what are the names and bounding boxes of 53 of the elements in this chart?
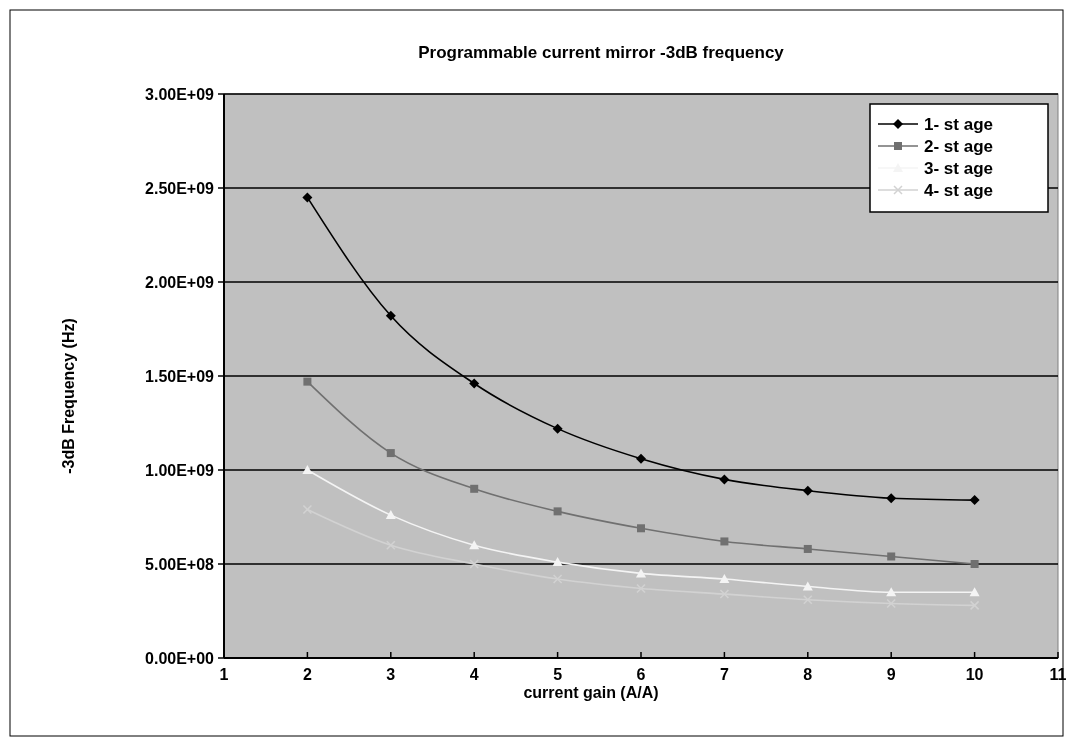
point [719, 474, 730, 485]
x-tick-label: 3 [386, 666, 396, 683]
legend-label: 1- st age [924, 115, 993, 134]
legend-label: 3- st age [924, 159, 993, 178]
point [552, 557, 563, 567]
chart-title: Programmable current mirror -3dB frequency [418, 43, 785, 62]
point [719, 574, 730, 584]
point [302, 465, 313, 474]
point [302, 192, 313, 203]
x-tick-label: 8 [803, 666, 813, 683]
legend-label: 2- st age [924, 137, 993, 156]
point [969, 587, 980, 597]
y-tick-label: 1.00E+09 [145, 462, 215, 479]
point [970, 560, 979, 568]
point [636, 568, 646, 578]
y-tick-label: 0.00E+00 [145, 650, 215, 667]
y-tick-label: 3.00E+09 [145, 86, 215, 103]
y-tick-label: 5.00E+08 [145, 556, 215, 573]
x-tick-label: 2 [302, 666, 312, 683]
point [803, 544, 812, 553]
point [386, 449, 395, 458]
point [469, 559, 479, 569]
x-axis-title: current gain (A/A) [523, 684, 659, 701]
y-axis-title: -3dB Frequency (Hz) [60, 318, 77, 474]
point [802, 581, 813, 591]
point [720, 537, 729, 546]
point [303, 377, 312, 386]
point [886, 587, 897, 597]
point [470, 484, 479, 493]
legend-label: 4- st age [924, 181, 993, 200]
x-tick-label: 9 [886, 666, 896, 683]
point [887, 552, 896, 561]
x-tick-label: 10 [965, 666, 984, 683]
point [637, 524, 645, 533]
y-tick-label: 2.50E+09 [145, 180, 215, 197]
point [385, 510, 396, 520]
point [636, 453, 646, 464]
x-tick-label: 6 [636, 666, 646, 683]
x-tick-label: 4 [469, 666, 479, 683]
point [802, 485, 813, 496]
point [469, 540, 480, 550]
point [469, 378, 480, 389]
point [553, 507, 562, 516]
point [385, 310, 396, 321]
y-tick-label: 1.50E+09 [145, 368, 215, 385]
y-tick-label: 2.00E+09 [145, 274, 215, 291]
point [552, 423, 563, 434]
x-tick-label: 5 [553, 666, 563, 683]
point [886, 493, 897, 504]
point [969, 495, 980, 506]
x-tick-label: 1 [219, 666, 229, 683]
x-tick-label: 7 [719, 666, 729, 683]
x-tick-label: 11 [1049, 666, 1067, 683]
